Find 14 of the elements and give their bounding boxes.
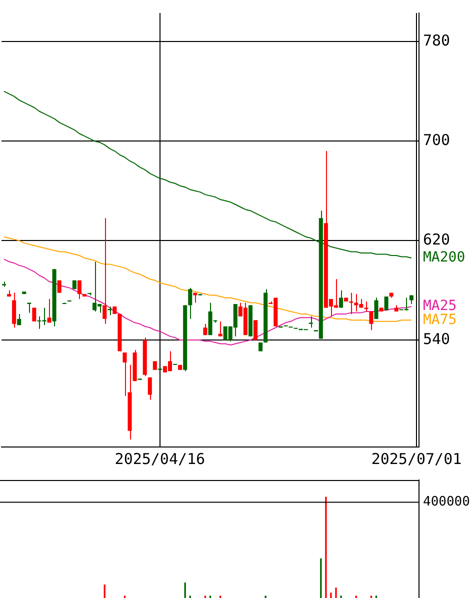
series-label: MA25 <box>423 298 457 314</box>
series-label: MA75 <box>423 312 457 328</box>
candlestick <box>308 316 313 328</box>
series-label: MA200 <box>423 250 466 266</box>
x-tick-label: 2025/04/16 <box>114 450 206 468</box>
x-tick-label: 2025/07/01 <box>371 450 462 468</box>
y-tick-label: 540 <box>423 330 450 348</box>
y-tick-label: 620 <box>423 230 450 248</box>
candlestick <box>364 301 368 312</box>
y-tick-label: 700 <box>423 130 450 149</box>
candlestick <box>27 302 32 314</box>
candlestick <box>2 281 6 288</box>
text: 400000 <box>423 494 470 510</box>
y-tick-label: 780 <box>423 31 450 50</box>
